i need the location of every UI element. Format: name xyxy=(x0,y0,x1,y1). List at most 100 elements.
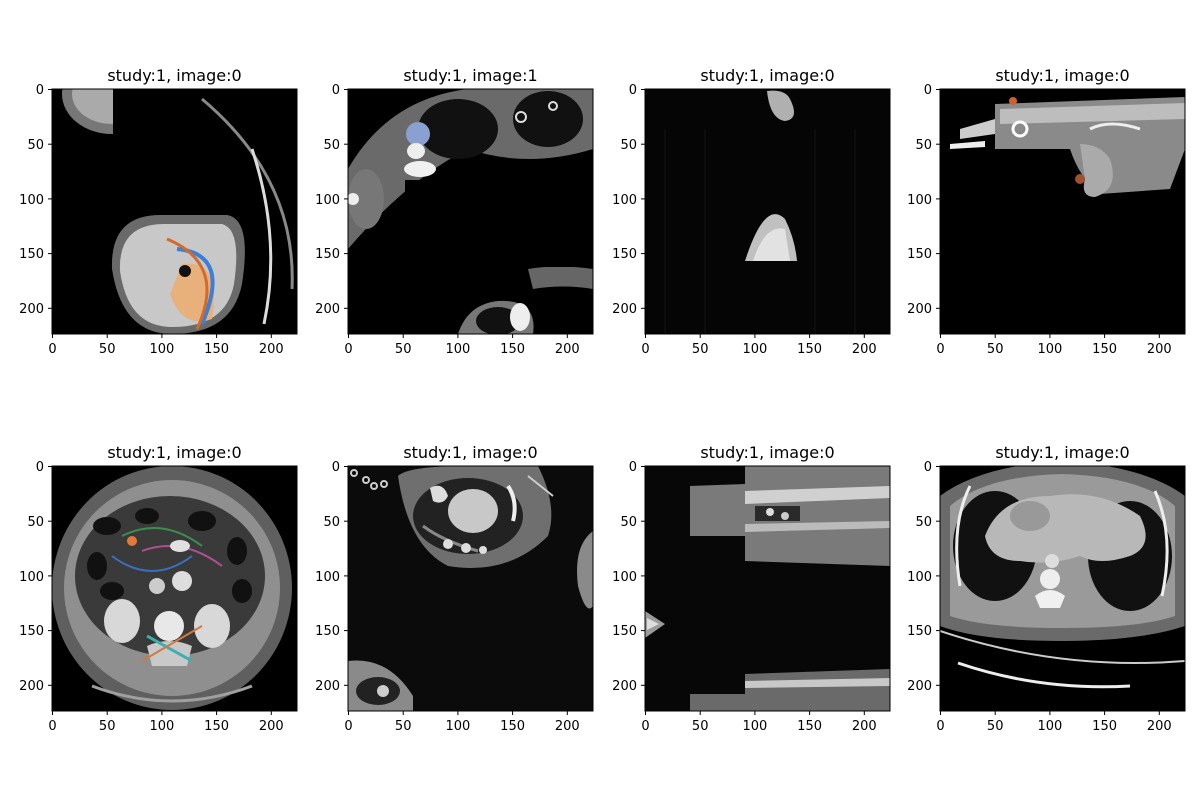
tick-label: 200 xyxy=(555,719,580,734)
ct-image xyxy=(52,89,297,334)
tick-label: 200 xyxy=(555,342,580,357)
tick-label: 200 xyxy=(852,342,877,357)
tick-label: 200 xyxy=(852,719,877,734)
tick-label: 150 xyxy=(500,719,525,734)
tick-label: 50 xyxy=(692,342,709,357)
tick-label: 50 xyxy=(323,138,340,153)
y-axis: 0 50 100 150 200 xyxy=(907,460,940,694)
tick-label: 0 xyxy=(332,83,340,98)
tick-label: 50 xyxy=(987,719,1004,734)
panel-1: study:1, image:0 0 50 100 150 200 0 50 xyxy=(19,66,298,357)
x-axis: 0 50 100 150 200 xyxy=(641,711,877,734)
tick-label: 100 xyxy=(149,342,174,357)
y-axis: 0 50 100 150 200 xyxy=(907,83,940,317)
ct-image xyxy=(52,466,297,711)
tick-label: 50 xyxy=(27,138,44,153)
panel-5: study:1, image:0 xyxy=(19,443,298,734)
tick-label: 150 xyxy=(612,624,637,639)
tick-label: 50 xyxy=(99,719,116,734)
tick-label: 0 xyxy=(48,719,56,734)
tick-label: 150 xyxy=(612,247,637,262)
tick-label: 200 xyxy=(1147,342,1172,357)
panel-title: study:1, image:0 xyxy=(403,443,537,462)
tick-label: 150 xyxy=(204,719,229,734)
tick-label: 200 xyxy=(1147,719,1172,734)
x-axis: 0 50 100 150 200 xyxy=(48,711,284,734)
ct-image xyxy=(940,466,1185,711)
panel-6: study:1, image:0 0 50 100 150 200 xyxy=(315,443,594,734)
tick-label: 0 xyxy=(344,342,352,357)
tick-label: 200 xyxy=(19,679,44,694)
tick-label: 200 xyxy=(259,719,284,734)
tick-label: 50 xyxy=(620,138,637,153)
y-axis: 0 50 100 150 200 xyxy=(19,460,52,694)
tick-label: 50 xyxy=(395,342,412,357)
tick-label: 0 xyxy=(36,460,44,475)
panel-title: study:1, image:0 xyxy=(995,443,1129,462)
panel-title: study:1, image:0 xyxy=(107,443,241,462)
tick-label: 50 xyxy=(27,515,44,530)
ct-image xyxy=(348,89,593,334)
tick-label: 0 xyxy=(48,342,56,357)
tick-label: 0 xyxy=(924,83,932,98)
x-axis: 0 50 100 150 200 xyxy=(48,334,284,357)
panel-title: study:1, image:0 xyxy=(700,66,834,85)
panel-title: study:1, image:0 xyxy=(995,66,1129,85)
tick-label: 0 xyxy=(629,83,637,98)
tick-label: 100 xyxy=(907,570,932,585)
tick-label: 200 xyxy=(315,302,340,317)
tick-label: 200 xyxy=(315,679,340,694)
ct-image xyxy=(645,466,890,711)
tick-label: 100 xyxy=(445,342,470,357)
tick-label: 150 xyxy=(907,624,932,639)
tick-label: 150 xyxy=(1092,342,1117,357)
tick-label: 200 xyxy=(19,302,44,317)
tick-label: 50 xyxy=(99,342,116,357)
tick-label: 100 xyxy=(1037,719,1062,734)
tick-label: 100 xyxy=(149,719,174,734)
y-axis: 0 50 100 150 200 xyxy=(612,83,645,317)
tick-label: 200 xyxy=(259,342,284,357)
tick-label: 150 xyxy=(315,624,340,639)
x-axis: 0 50 100 150 200 xyxy=(344,334,580,357)
tick-label: 150 xyxy=(19,624,44,639)
tick-label: 100 xyxy=(742,342,767,357)
tick-label: 50 xyxy=(692,719,709,734)
tick-label: 0 xyxy=(344,719,352,734)
tick-label: 0 xyxy=(36,83,44,98)
x-axis: 0 50 100 150 200 xyxy=(641,334,877,357)
tick-label: 150 xyxy=(797,342,822,357)
tick-label: 150 xyxy=(907,247,932,262)
tick-label: 0 xyxy=(641,719,649,734)
panel-title: study:1, image:0 xyxy=(700,443,834,462)
tick-label: 200 xyxy=(612,302,637,317)
ct-image xyxy=(348,466,593,711)
panel-title: study:1, image:1 xyxy=(403,66,537,85)
tick-label: 0 xyxy=(641,342,649,357)
tick-label: 200 xyxy=(612,679,637,694)
tick-label: 100 xyxy=(315,570,340,585)
ct-image xyxy=(645,89,890,334)
tick-label: 50 xyxy=(323,515,340,530)
x-axis: 0 50 100 150 200 xyxy=(936,711,1172,734)
y-axis: 0 50 100 150 200 xyxy=(19,83,52,317)
tick-label: 50 xyxy=(987,342,1004,357)
tick-label: 100 xyxy=(907,193,932,208)
y-axis: 0 50 100 150 200 xyxy=(315,460,348,694)
tick-label: 100 xyxy=(19,570,44,585)
tick-label: 150 xyxy=(19,247,44,262)
tick-label: 0 xyxy=(924,460,932,475)
tick-label: 50 xyxy=(915,515,932,530)
x-axis: 0 50 100 150 200 xyxy=(936,334,1172,357)
tick-label: 150 xyxy=(1092,719,1117,734)
panel-3: study:1, image:0 0 50 100 150 200 0 50 1… xyxy=(612,66,891,357)
tick-label: 150 xyxy=(204,342,229,357)
tick-label: 100 xyxy=(445,719,470,734)
tick-label: 0 xyxy=(936,342,944,357)
tick-label: 100 xyxy=(612,193,637,208)
tick-label: 150 xyxy=(315,247,340,262)
tick-label: 200 xyxy=(907,302,932,317)
panel-8: study:1, image:0 0 50 100 150 200 xyxy=(907,443,1186,734)
tick-label: 0 xyxy=(332,460,340,475)
